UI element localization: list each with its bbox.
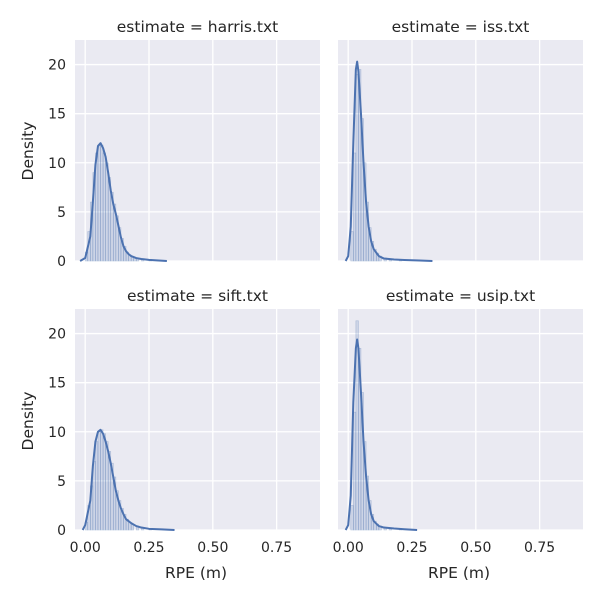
y-axis-label-bottom: Density	[19, 392, 37, 451]
histogram-bar	[118, 500, 122, 531]
x-axis-label-left: RPE (m)	[165, 564, 227, 582]
histogram-bar	[102, 152, 106, 262]
histogram-bar	[110, 462, 114, 531]
histogram-bar	[370, 241, 375, 262]
x-tick-label: 0.50	[197, 540, 228, 556]
histogram-bar	[353, 411, 357, 531]
kde-line	[344, 338, 418, 531]
x-axis-label-right: RPE (m)	[428, 564, 490, 582]
histogram-bar	[360, 392, 364, 531]
histogram-bar	[97, 144, 101, 262]
histogram-bar	[97, 431, 101, 531]
histogram-bar	[95, 441, 99, 531]
x-tick-label: 0.25	[133, 540, 164, 556]
y-tick-label: 0	[57, 254, 66, 270]
plot-background	[338, 40, 583, 261]
histogram-bar	[350, 505, 354, 531]
plot-background	[75, 40, 320, 261]
histogram-bar	[112, 203, 117, 262]
histogram-bar	[105, 441, 109, 531]
y-tick-label: 15	[48, 107, 66, 123]
kde-line	[81, 428, 175, 531]
histogram-bar	[358, 347, 362, 531]
histogram-bar	[123, 513, 127, 531]
y-tick-label: 5	[57, 474, 66, 490]
x-tick-label: 0.75	[261, 540, 292, 556]
histogram-bar	[120, 508, 124, 531]
facet-panel: estimate = iss.txt	[338, 18, 583, 262]
kde-line	[344, 60, 433, 262]
histogram-bar	[105, 162, 109, 262]
histogram-bar	[350, 231, 354, 262]
histogram-bar	[373, 248, 377, 262]
y-tick-label: 20	[48, 327, 66, 343]
panel-title: estimate = iss.txt	[392, 18, 530, 36]
x-tick-label: 0.75	[524, 540, 555, 556]
x-tick-label: 0.50	[460, 540, 491, 556]
panel-title: estimate = usip.txt	[386, 287, 535, 305]
x-tick-label: 0.00	[333, 540, 364, 556]
x-tick-label: 0.25	[396, 540, 427, 556]
panel-title: estimate = sift.txt	[127, 287, 268, 305]
y-tick-label: 10	[48, 425, 66, 441]
histogram-bar	[100, 144, 104, 262]
facet-panel: estimate = harris.txt 0 5 10 15 20	[48, 18, 320, 270]
histogram-bar	[363, 162, 367, 262]
kde-line	[79, 142, 167, 262]
histogram-bar	[102, 433, 106, 531]
histogram-bar	[107, 451, 112, 531]
x-tick-label: 0.00	[70, 540, 101, 556]
histogram-bar	[360, 118, 364, 262]
y-tick-label: 5	[57, 205, 66, 221]
histogram-bar	[353, 152, 357, 262]
y-axis-label-top: Density	[19, 122, 37, 181]
y-tick-label: 10	[48, 156, 66, 172]
facet-panel: estimate = usip.txt 0.00 0.25 0.50 0.75	[333, 287, 583, 556]
y-tick-label: 15	[48, 376, 66, 392]
histogram-bar	[123, 245, 127, 262]
plot-background	[338, 309, 583, 530]
panel-title: estimate = harris.txt	[117, 18, 278, 36]
y-tick-label: 0	[57, 523, 66, 539]
histogram-bar	[112, 476, 117, 531]
histogram-bar	[355, 320, 359, 531]
histogram-bar	[355, 74, 359, 262]
histogram-bar	[363, 441, 367, 531]
histogram-bar	[100, 429, 104, 531]
y-tick-label: 20	[48, 58, 66, 74]
histogram-bar	[115, 490, 119, 531]
histogram-bar	[358, 69, 362, 262]
facet-panel: estimate = sift.txt 0 5 10 15 20 0.00 0.25 0.50 0…	[48, 287, 320, 556]
